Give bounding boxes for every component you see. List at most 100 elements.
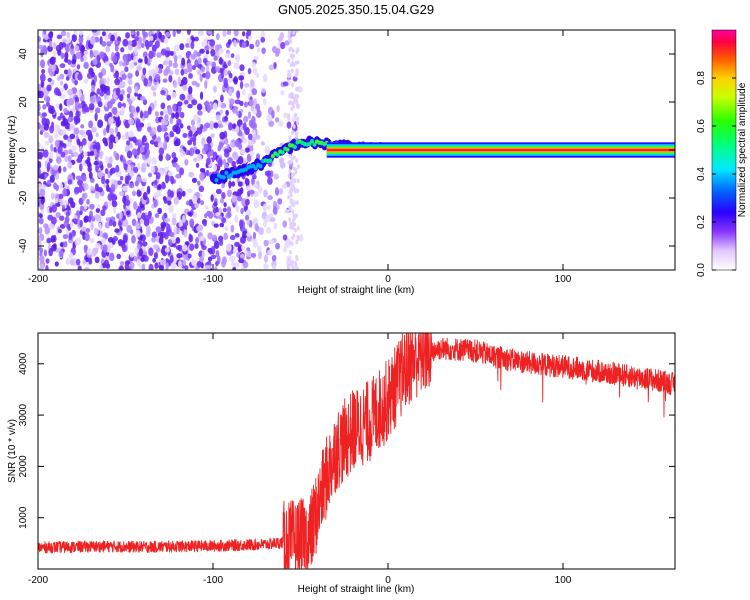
spectrogram-noise-blob [86,248,93,256]
spectrogram-noise-blob [38,122,41,130]
spectrogram-noise-blob [234,214,239,223]
spectrogram-noise-blob [219,109,224,115]
spectrogram-noise-blob [290,188,294,193]
spectrogram-noise-blob [136,139,142,146]
spectrogram-noise-blob [271,110,275,119]
spectrogram-noise-blob [59,63,66,69]
spectrogram-noise-blob [258,250,262,260]
spectrogram-noise-blob [176,30,182,34]
spectrogram-signal-layer [209,135,675,185]
spectrogram-noise-blob [148,80,152,87]
spectrogram-noise-blob [154,213,160,219]
spectrogram-noise-blob [38,167,41,177]
spectrogram-noise-blob [289,249,292,255]
spectrogram-noise-blob [274,117,280,123]
spectrogram-noise-blob [263,189,268,198]
spectrogram-noise-blob [46,96,51,102]
spectrogram-noise-blob [219,131,226,140]
spectrogram-noise-blob [257,245,262,253]
spectrogram-noise-blob [122,195,127,204]
spectrogram-noise-blob [104,141,108,147]
spectrogram-noise-blob [236,195,243,202]
spectrogram-noise-blob [112,236,119,242]
spectrogram-noise-blob [281,183,288,189]
spectrogram-noise-blob [196,154,202,162]
spectrogram-noise-blob [291,222,295,227]
spectrogram-noise-blob [114,228,120,233]
spectrogram-noise-blob [225,49,230,55]
spectrogram-noise-blob [38,217,44,225]
spectrogram-noise-blob [172,103,177,112]
spectrogram-noise-blob [276,104,280,113]
spectrogram-noise-blob [296,120,300,126]
spectrogram-noise-blob [265,226,272,234]
spectrogram-noise-blob [242,137,247,144]
spectrogram-noise-blob [170,91,177,99]
spectrogram-noise-blob [295,30,299,34]
spectrogram-noise-blob [296,178,300,184]
spectrogram-noise-blob [293,189,297,194]
spectrogram-noise-blob [293,178,297,183]
spectrogram-noise-blob [233,62,240,70]
spectrogram-noise-blob [238,75,245,81]
spectrogram-noise-blob [139,110,144,119]
spectrogram-noise-blob [287,174,291,179]
spectrogram-noise-blob [190,125,197,134]
spectrogram-noise-blob [133,166,139,174]
spectrogram-noise-blob [49,151,54,160]
spectrogram-noise-blob [273,62,277,70]
spectrogram-noise-blob [215,114,221,121]
spectrogram-noise-blob [179,123,184,129]
spectrogram-noise-blob [231,181,236,187]
spectrogram-noise-blob [95,208,101,213]
spectrogram-noise-blob [131,218,137,227]
spectrogram-noise-blob [206,104,212,113]
spectrogram-noise-blob [164,31,171,38]
spectrogram-noise-blob [94,107,101,114]
spectrogram-noise-blob [42,149,49,158]
spectrogram-noise-blob [57,145,63,154]
spectrogram-noise-blob [237,246,242,253]
spectrogram-noise-blob [213,164,218,172]
spectrogram-noise-blob [288,169,292,174]
spectrogram-noise-blob [293,266,300,270]
spectrogram-noise-blob [291,130,295,135]
spectrogram-noise-blob [119,154,124,162]
spectrogram-noise-blob [146,156,152,165]
spectrogram-noise-blob [193,157,198,162]
spectrogram-noise-blob [242,261,249,269]
spectrogram-noise-blob [62,200,69,206]
spectrogram-noise-blob [249,79,255,88]
spectrogram-noise-blob [296,104,299,109]
spectrogram-noise-blob [71,33,77,43]
spectrogram-noise-blob [91,84,96,94]
spectrogram-noise-blob [286,121,292,129]
spectrogram-noise-blob [88,215,92,223]
spectrogram-noise-blob [196,225,203,232]
spectrogram-noise-blob [59,80,64,86]
spectrogram-noise-blob [287,263,291,269]
spectrogram-noise-blob [134,85,139,94]
spectrogram-noise-blob [170,50,174,56]
spectrogram-noise-blob [293,216,297,221]
spectrogram-noise-blob [141,263,146,270]
spectrogram-noise-blob [167,107,173,116]
spectrogram-noise-blob [292,166,296,171]
snr-series-line [38,333,675,569]
spectrogram-noise-blob [295,213,298,218]
spectrogram-signal-band [326,148,675,152]
spectrogram-x-tick-label: 100 [555,274,572,285]
spectrogram-noise-blob [195,162,200,168]
spectrogram-noise-blob [47,162,51,171]
spectrogram-noise-blob [142,191,148,201]
spectrogram-noise-blob [136,189,142,197]
spectrogram-noise-blob [252,67,258,75]
spectrogram-noise-blob [217,100,222,108]
spectrogram-noise-blob [174,44,180,52]
spectrogram-noise-blob [126,97,131,103]
spectrogram-noise-blob [106,41,112,47]
spectrogram-noise-blob [47,45,53,52]
spectrogram-noise-blob [157,141,164,150]
spectrogram-noise-blob [79,205,85,212]
